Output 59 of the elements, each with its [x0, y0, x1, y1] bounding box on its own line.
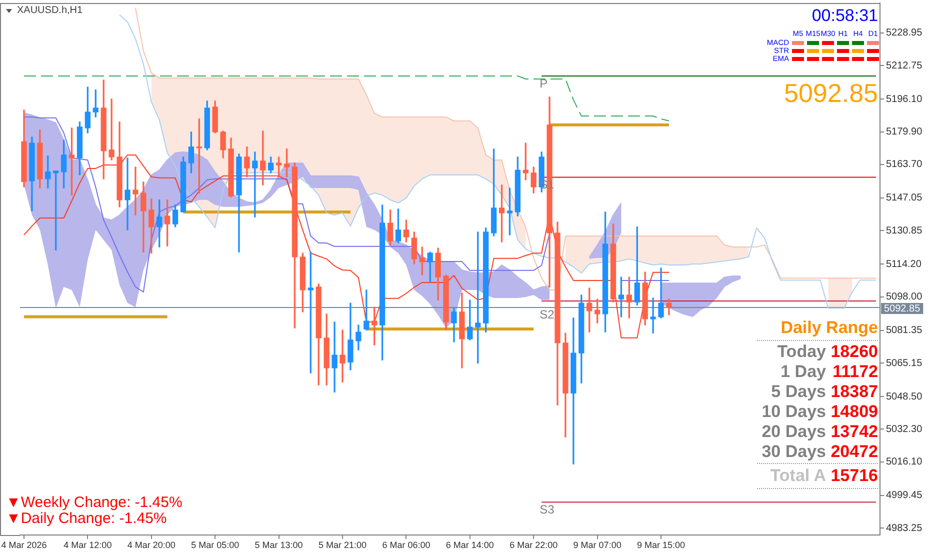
series-label: S1	[540, 178, 555, 192]
y-tick-label: 5032.30	[886, 424, 923, 435]
y-tick-label: 4983.25	[886, 522, 923, 534]
annotation: Daily Range	[780, 318, 878, 338]
y-tick-label: 5163.70	[886, 159, 923, 170]
annotation: 00:58:31	[812, 6, 878, 25]
x-tick-label: 6 Mar 06:00	[382, 540, 430, 550]
candlestick	[650, 298, 656, 334]
annotation: Total A	[770, 466, 826, 486]
x-tick-label: 4 Mar 20:00	[127, 540, 176, 550]
y-tick-label: 4999.45	[886, 490, 923, 502]
x-tick-label: 9 Mar 15:00	[637, 540, 686, 550]
annotation: 5 Days	[771, 382, 826, 402]
y-tick-label: 5016.10	[886, 456, 923, 468]
annotation: 30 Days	[762, 442, 826, 462]
annotation: 1 Day	[780, 362, 826, 382]
candlestick	[132, 166, 138, 216]
x-tick-label: 6 Mar 14:00	[446, 540, 494, 550]
x-tick-label: 5 Mar 13:00	[254, 540, 303, 550]
chart-title: XAUUSD.h,H1	[17, 5, 83, 17]
ref-line-label: 5092.85	[884, 303, 921, 314]
annotation: 20 Days	[762, 422, 826, 442]
annotation: 18387	[830, 382, 878, 402]
y-tick-label: 5098.00	[886, 292, 923, 303]
x-tick-label: 6 Mar 22:00	[510, 540, 558, 550]
line-series	[23, 75, 670, 122]
x-tick-label: 4 Mar 2026	[1, 540, 47, 550]
candlestick	[108, 98, 114, 160]
annotation: 10 Days	[762, 402, 826, 422]
series-label: S3	[540, 502, 555, 516]
y-tick-label: 5065.15	[886, 358, 923, 369]
annotation: 18260	[830, 342, 878, 362]
x-tick-label: 5 Mar 21:00	[318, 540, 367, 550]
y-tick-label: 5147.05	[886, 192, 923, 204]
y-tick-label: 5179.90	[886, 126, 923, 138]
annotation: 13742	[830, 422, 878, 442]
annotation: 5092.85	[784, 78, 878, 108]
candlestick	[124, 158, 130, 230]
y-tick-label: 5196.10	[886, 94, 923, 105]
x-tick-label: 4 Mar 12:00	[64, 540, 112, 550]
y-tick-label: 5212.75	[886, 60, 923, 72]
annotation: ▼Weekly Change: -1.45%	[6, 494, 182, 511]
annotation: ▼Daily Change: -1.45%	[6, 510, 167, 527]
y-tick-label: 5130.85	[886, 225, 923, 236]
y-tick-label: 5228.95	[886, 28, 923, 39]
x-tick-label: 9 Mar 07:00	[573, 540, 622, 550]
annotation: Today	[777, 342, 826, 362]
x-tick-label: 5 Mar 05:00	[191, 540, 240, 550]
y-tick-label: 5114.20	[886, 258, 922, 270]
annotation: 20472	[830, 442, 878, 462]
y-tick-label: 5081.35	[886, 325, 923, 336]
annotation: 11172	[832, 362, 878, 382]
candlestick	[340, 330, 346, 382]
candlestick	[332, 322, 338, 392]
annotation: 15716	[830, 466, 878, 486]
series-label: S2	[540, 308, 555, 322]
series-label: P	[540, 76, 548, 90]
annotation: 14809	[830, 402, 878, 422]
y-tick-label: 5048.50	[886, 391, 923, 402]
